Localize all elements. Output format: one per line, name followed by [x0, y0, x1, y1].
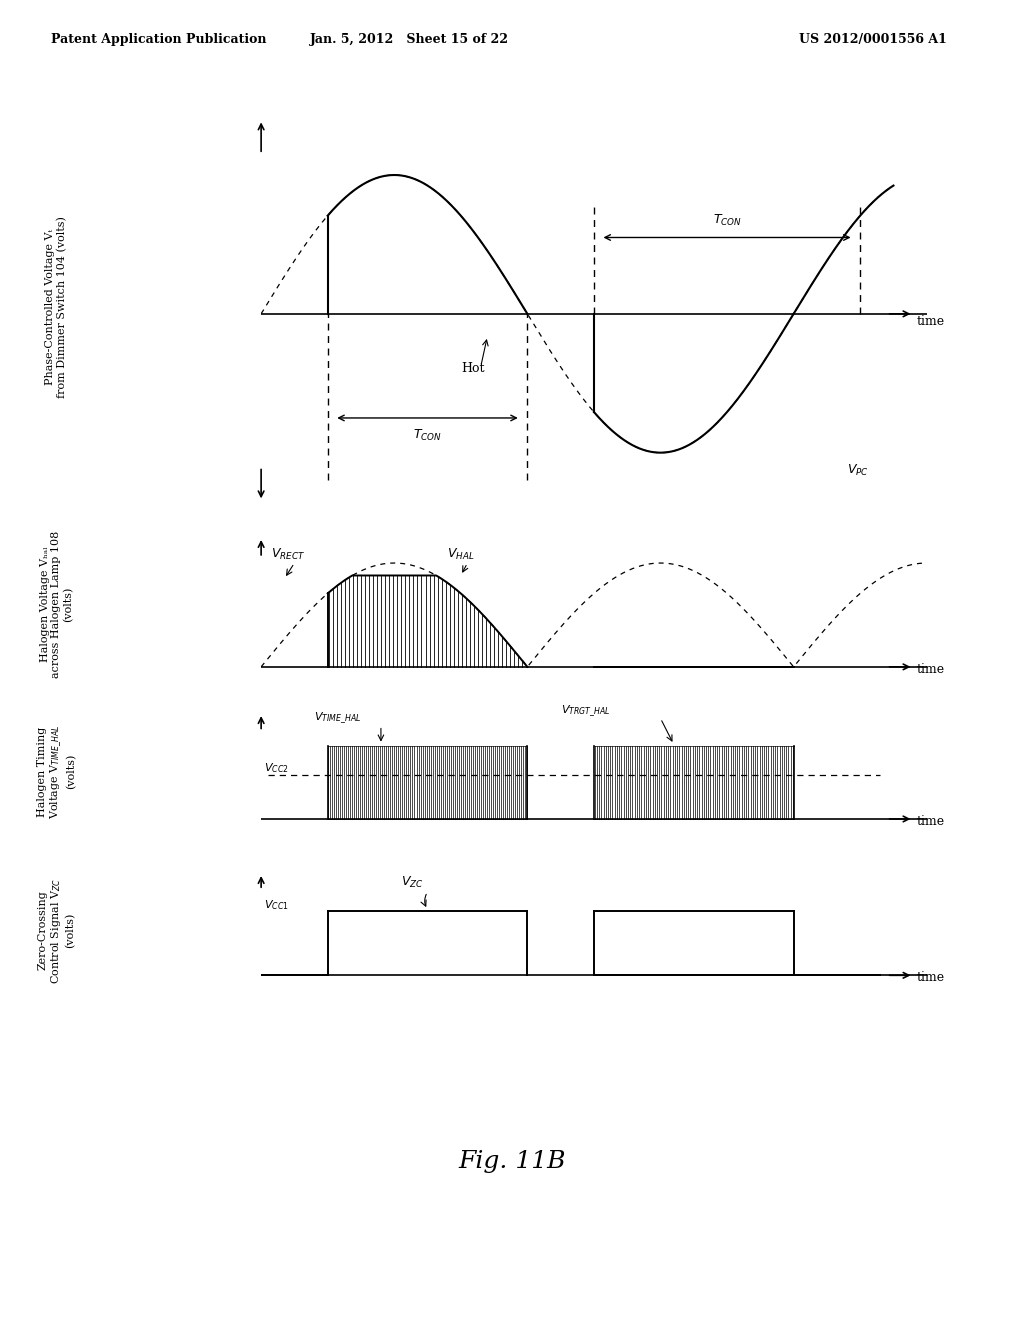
- Text: $V_{ZC}$: $V_{ZC}$: [401, 875, 424, 890]
- Text: $V_{CC2}$: $V_{CC2}$: [264, 762, 289, 775]
- Text: Halogen Voltage Vₕₐₗ
across Halogen Lamp 108
(volts): Halogen Voltage Vₕₐₗ across Halogen Lamp…: [40, 531, 73, 678]
- Text: time: time: [916, 663, 945, 676]
- Text: $V_{HAL}$: $V_{HAL}$: [447, 546, 475, 562]
- Text: Hot: Hot: [461, 362, 484, 375]
- Text: Jan. 5, 2012   Sheet 15 of 22: Jan. 5, 2012 Sheet 15 of 22: [310, 33, 509, 46]
- Text: Fig. 11B: Fig. 11B: [459, 1150, 565, 1173]
- Text: Patent Application Publication: Patent Application Publication: [51, 33, 266, 46]
- Text: $T_{CON}$: $T_{CON}$: [413, 428, 442, 444]
- Text: time: time: [916, 315, 945, 327]
- Text: $V_{TRGT\_HAL}$: $V_{TRGT\_HAL}$: [561, 704, 610, 719]
- Text: $V_{RECT}$: $V_{RECT}$: [271, 546, 305, 562]
- Text: $T_{CON}$: $T_{CON}$: [713, 213, 741, 228]
- Text: Zero-Crossing
Control Signal V$_{ZC}$
(volts): Zero-Crossing Control Signal V$_{ZC}$ (v…: [37, 878, 76, 983]
- Text: time: time: [916, 814, 945, 828]
- Text: $V_{CC1}$: $V_{CC1}$: [264, 898, 289, 912]
- Text: time: time: [916, 972, 945, 985]
- Text: Phase-Controlled Voltage Vₜ
from Dimmer Switch 104 (volts): Phase-Controlled Voltage Vₜ from Dimmer …: [45, 216, 68, 397]
- Text: $V_{PC}$: $V_{PC}$: [847, 462, 868, 478]
- Text: US 2012/0001556 A1: US 2012/0001556 A1: [799, 33, 946, 46]
- Text: Halogen Timing
Voltage V$_{TIME\_HAL}$
(volts): Halogen Timing Voltage V$_{TIME\_HAL}$ (…: [37, 725, 76, 818]
- Text: $V_{TIME\_HAL}$: $V_{TIME\_HAL}$: [314, 710, 361, 726]
